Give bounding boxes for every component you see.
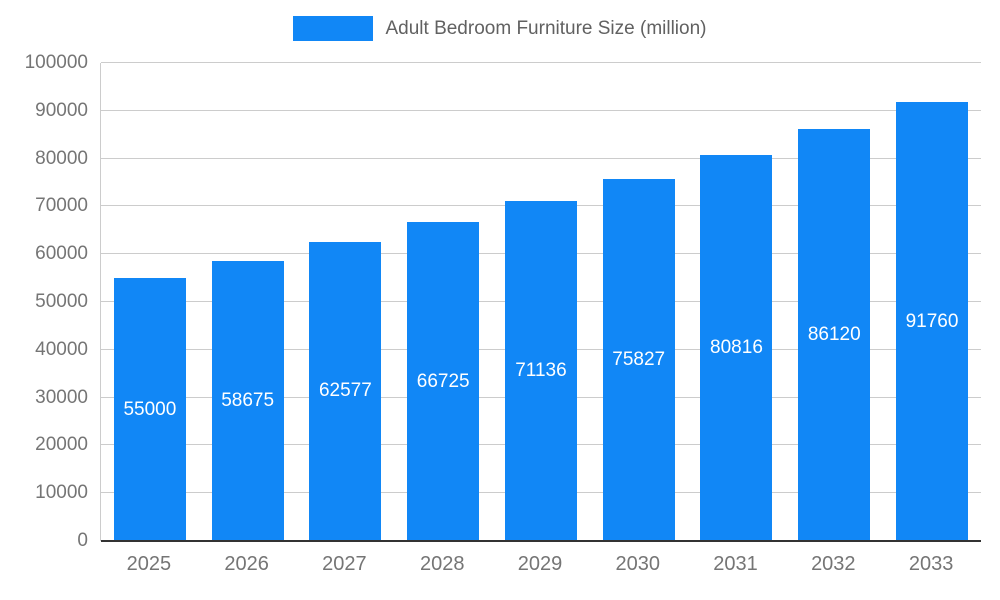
y-tick-label: 0 (77, 530, 88, 551)
bar-2029[interactable]: 71136 (504, 200, 577, 541)
bar-2030[interactable]: 75827 (602, 178, 675, 541)
x-axis-line (101, 540, 981, 542)
bar-2027[interactable]: 62577 (309, 241, 382, 541)
y-tick-label: 30000 (35, 386, 88, 408)
x-tick-label: 2031 (713, 553, 758, 575)
y-tick-label: 20000 (35, 434, 88, 456)
gridline (101, 62, 981, 63)
x-tick-label: 2030 (615, 553, 661, 575)
bars-group: 55000 58675 62577 66725 71136 75827 80816 86120… (101, 63, 981, 541)
x-tick-label: 2026 (224, 553, 269, 575)
gridline (101, 109, 981, 111)
bar-value-label: 58675 (221, 389, 275, 411)
gridline (101, 157, 981, 159)
x-tick-label: 2025 (126, 553, 172, 575)
chart-legend: Adult Bedroom Furniture Size (million) (0, 16, 1000, 41)
bar-value-label: 80816 (710, 336, 763, 358)
x-tick-label: 2028 (419, 553, 465, 575)
y-tick-label: 10000 (35, 482, 88, 504)
bar-value-label: 55000 (123, 398, 177, 420)
y-tick-label: 50000 (35, 291, 88, 312)
x-tick-label: 2032 (811, 553, 856, 575)
bar-value-label: 71136 (515, 359, 567, 381)
x-tick-label: 2033 (908, 553, 954, 575)
bar-2026[interactable]: 58675 (211, 260, 284, 541)
legend-label: Adult Bedroom Furniture Size (million) (385, 17, 707, 39)
bar-2031[interactable]: 80816 (700, 154, 773, 541)
y-tick-label: 100000 (24, 52, 88, 73)
bar-value-label: 62577 (318, 380, 372, 402)
bar-2028[interactable]: 66725 (407, 222, 480, 541)
y-tick-label: 80000 (35, 147, 88, 169)
bar-value-label: 66725 (416, 370, 470, 392)
bar-2032[interactable]: 86120 (798, 129, 871, 541)
bar-value-label: 75827 (612, 348, 666, 370)
bar-value-label: 91760 (905, 310, 959, 332)
y-tick-label: 70000 (35, 195, 88, 217)
legend-swatch (293, 16, 374, 41)
bar-value-label: 86120 (807, 324, 861, 346)
x-tick-label: 2027 (322, 553, 367, 575)
y-tick-label: 60000 (35, 243, 88, 265)
y-tick-label: 40000 (35, 338, 88, 360)
bar-2033[interactable]: 91760 (896, 102, 968, 541)
plot-area: 55000 58675 62577 66725 71136 75827 80816 86120… (100, 62, 981, 542)
x-tick-label: 2029 (517, 553, 563, 575)
y-tick-label: 90000 (35, 99, 88, 121)
bar-2025[interactable]: 55000 (113, 278, 186, 541)
